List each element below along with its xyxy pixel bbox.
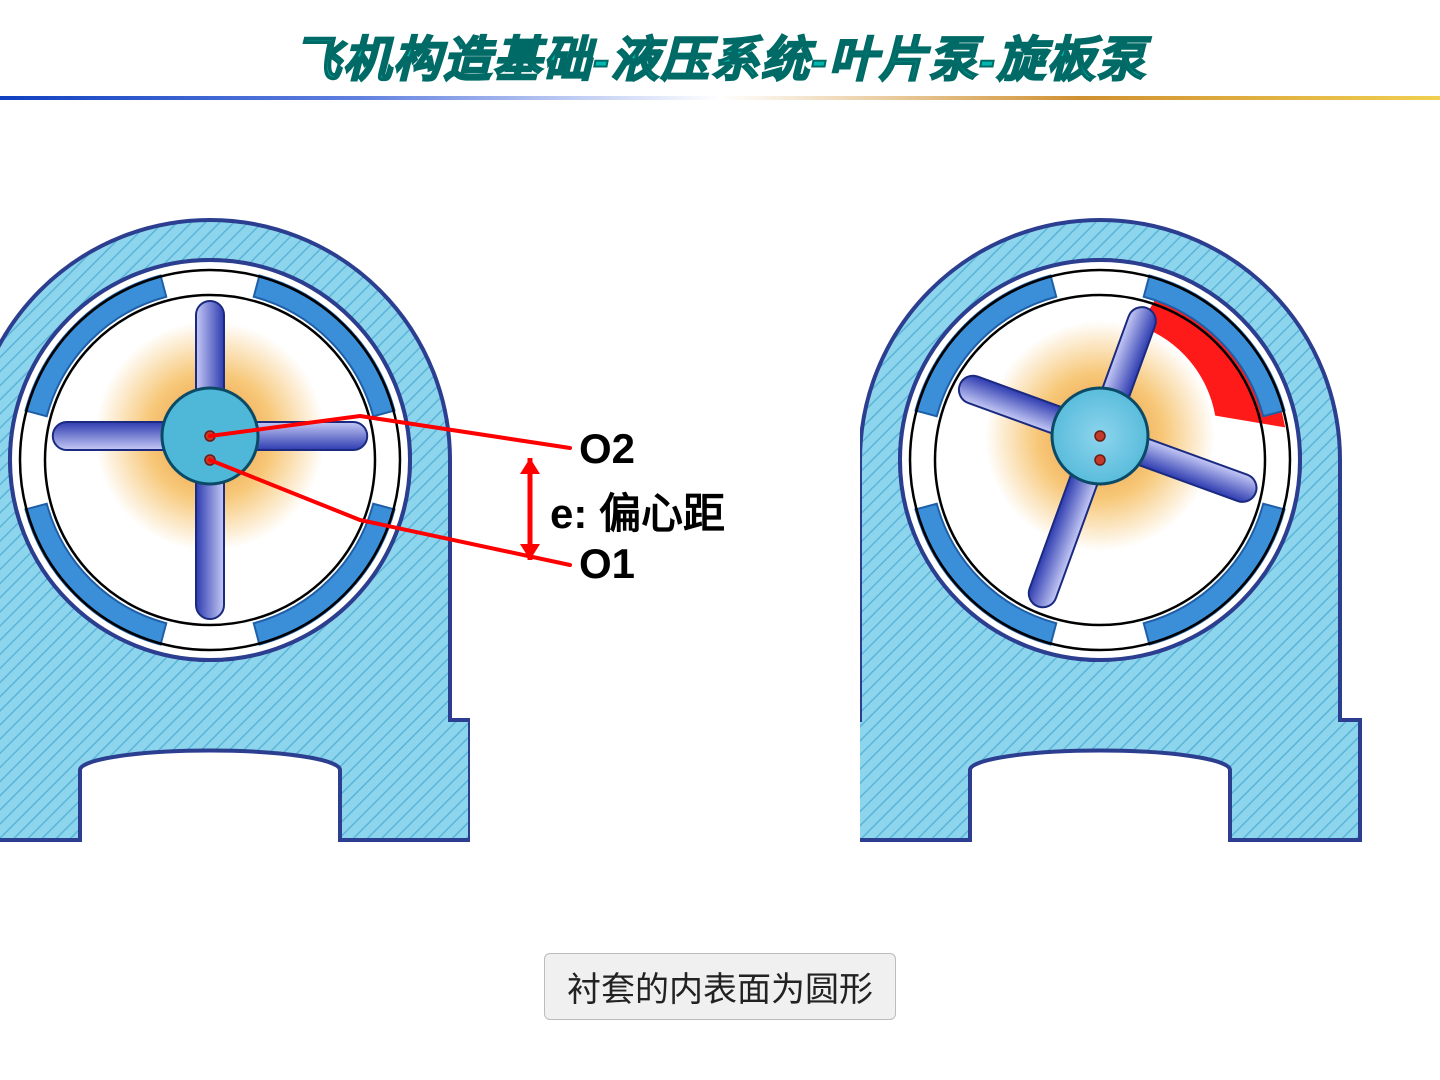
label-o1: O1: [579, 540, 635, 588]
divider-left: [0, 96, 720, 100]
page-title: 飞机构造基础-液压系统-叶片泵-旋板泵: [0, 20, 1440, 90]
divider-right: [720, 96, 1440, 100]
pump-diagram-left: [0, 160, 470, 885]
caption-box: 衬套的内表面为圆形: [544, 953, 896, 1020]
label-o2: O2: [579, 425, 635, 473]
pump-diagram-right: [860, 160, 1440, 885]
label-eccentricity: e: 偏心距: [550, 480, 725, 541]
